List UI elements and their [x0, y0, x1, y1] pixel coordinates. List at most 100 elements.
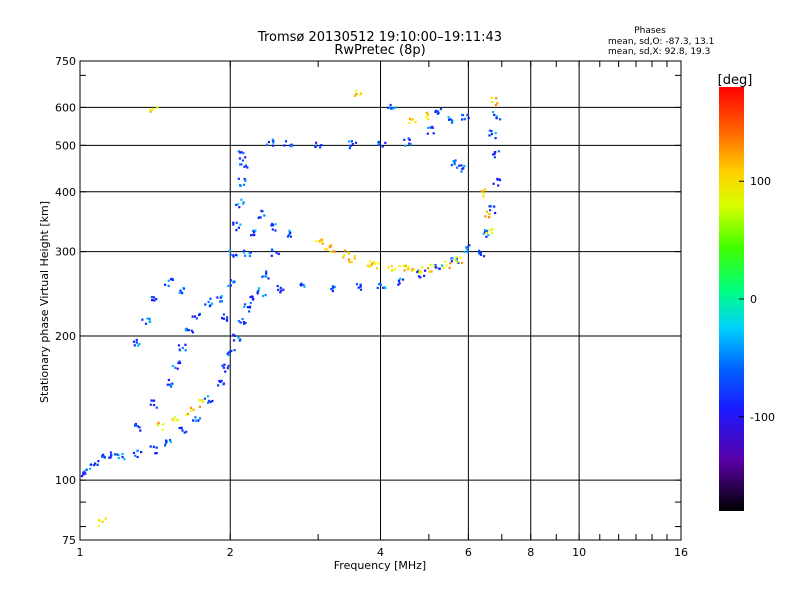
echo-point-o: [287, 233, 290, 237]
chart-subtitle: RwPretec (8p): [334, 43, 425, 58]
echo-point-o: [195, 317, 198, 320]
echo-point-o: [134, 454, 137, 457]
y-axis-label: Stationary phase Virtual Height [km]: [38, 201, 51, 403]
echo-point-o: [254, 229, 257, 232]
echo-point-x: [369, 264, 372, 267]
y-tick-label: 750: [55, 55, 76, 68]
echo-point-o: [271, 222, 274, 225]
echo-point-o: [240, 163, 243, 166]
echo-point-o: [261, 210, 264, 213]
echo-point-x: [328, 246, 331, 249]
echo-point-o: [236, 203, 239, 206]
echo-point-o: [239, 151, 242, 154]
echo-point-o: [265, 275, 268, 278]
echo-point-o: [238, 184, 242, 187]
echo-point-o: [193, 315, 197, 318]
echo-point-x: [325, 248, 328, 251]
echo-point-o: [479, 253, 482, 256]
echo-point-o: [453, 163, 456, 166]
echo-point-o: [169, 278, 173, 281]
y-tick-label: 500: [55, 139, 76, 152]
echo-point-o: [389, 105, 392, 108]
echo-point-o: [211, 399, 214, 403]
echo-point-o: [117, 453, 120, 457]
x-tick-label: 4: [377, 546, 384, 559]
echo-point-o: [232, 339, 236, 342]
echo-point-o: [359, 288, 363, 291]
echo-point-o: [197, 419, 200, 422]
echo-point-x: [496, 102, 499, 105]
echo-point-o: [427, 126, 430, 129]
echo-point-o: [155, 452, 158, 455]
echo-point-o: [488, 134, 491, 137]
echo-point-o: [436, 110, 440, 113]
echo-point-o: [302, 283, 305, 287]
echo-point-o: [242, 251, 245, 254]
echo-point-o: [169, 385, 173, 388]
echo-point-o: [219, 380, 222, 384]
echo-point-o: [404, 144, 407, 147]
echo-point-o: [274, 229, 277, 232]
echo-point-o: [253, 234, 256, 237]
echo-point-o: [454, 159, 457, 162]
echo-point-x: [448, 266, 451, 269]
echo-point-x: [488, 215, 491, 219]
echo-point-x: [333, 250, 336, 253]
echo-point-o: [187, 329, 190, 332]
echo-point-x: [398, 264, 401, 268]
echo-point-o: [242, 321, 245, 324]
echo-point-o: [153, 399, 156, 402]
echo-point-o: [117, 456, 120, 460]
echo-point-o: [466, 248, 469, 251]
echo-point-o: [133, 344, 136, 347]
echo-point-x: [149, 109, 152, 112]
echo-point-o: [409, 143, 413, 146]
echo-point-o: [359, 283, 362, 286]
echo-point-o: [243, 177, 246, 181]
echo-point-o: [222, 366, 225, 369]
echo-point-o: [85, 468, 88, 471]
echo-point-o: [489, 209, 492, 212]
echo-point-o: [382, 286, 385, 289]
echo-point-o: [224, 370, 227, 373]
echo-point-o: [451, 121, 454, 124]
echo-point-o: [210, 302, 214, 305]
echo-point-o: [275, 251, 278, 254]
echo-point-o: [198, 313, 201, 316]
echo-point-o: [282, 288, 285, 291]
echo-point-o: [113, 453, 117, 456]
echo-point-x: [360, 92, 363, 95]
echo-point-o: [227, 354, 230, 357]
echo-point-x: [402, 264, 405, 268]
echo-point-o: [378, 283, 381, 286]
echo-point-o: [279, 286, 282, 289]
echo-point-o: [423, 274, 426, 277]
echo-point-x: [348, 260, 351, 264]
echo-point-o: [134, 423, 137, 426]
echo-point-o: [401, 278, 405, 281]
colorbar-tick-label: 100: [750, 175, 771, 188]
echo-point-o: [244, 156, 247, 159]
echo-point-o: [458, 164, 461, 167]
echo-point-o: [198, 417, 202, 420]
y-tick-label: 100: [55, 474, 76, 487]
echo-point-x: [408, 117, 412, 120]
echo-point-o: [123, 458, 126, 461]
echo-point-x: [404, 264, 407, 267]
echo-point-x: [488, 212, 491, 216]
echo-point-o: [354, 141, 358, 144]
echo-point-o: [250, 234, 253, 237]
echo-point-o: [96, 463, 99, 466]
echo-point-o: [115, 453, 118, 456]
echo-point-o: [97, 460, 100, 463]
echo-point-o: [151, 299, 154, 302]
echo-point-o: [450, 260, 453, 263]
x-tick-label: 10: [572, 546, 586, 559]
echo-point-o: [417, 269, 420, 272]
echo-point-o: [167, 279, 170, 282]
stats-line-o: mean, sd,O: -87.3, 13.1: [608, 37, 714, 47]
echo-point-o: [190, 329, 193, 332]
echo-point-x: [425, 115, 428, 119]
echo-point-o: [178, 349, 182, 352]
echo-point-o: [487, 234, 490, 237]
